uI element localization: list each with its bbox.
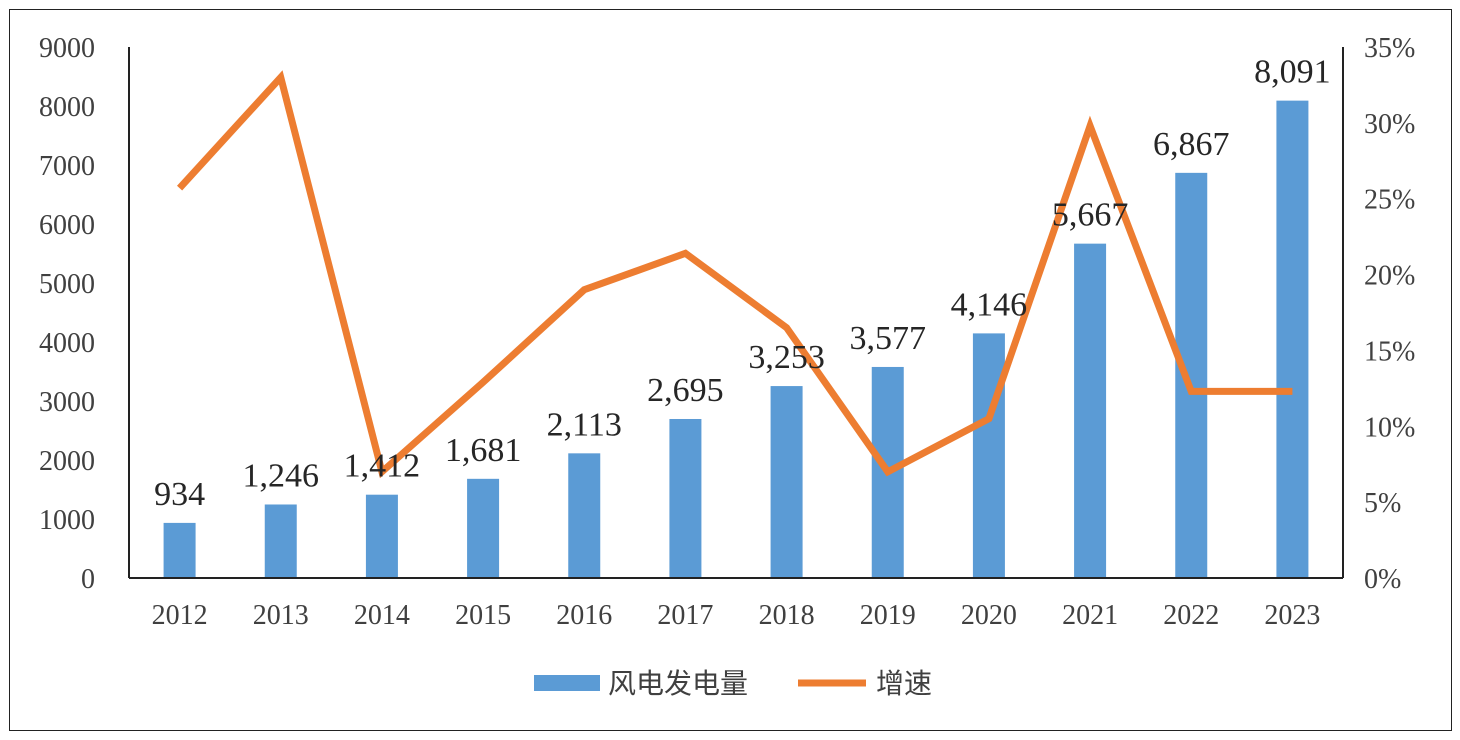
x-tick-label: 2022 [1163, 600, 1219, 631]
x-tick-label: 2014 [354, 600, 410, 631]
y-left-tick-label: 5000 [39, 269, 95, 300]
y-left-tick-label: 7000 [39, 151, 95, 182]
y-right-tick-label: 15% [1364, 336, 1415, 367]
y-right-tick-label: 30% [1364, 109, 1415, 140]
legend-swatch-bars [534, 675, 600, 691]
bar-data-label: 5,667 [1052, 197, 1129, 234]
y-left-tick-label: 4000 [39, 328, 95, 359]
chart-frame [9, 9, 1452, 731]
y-left-tick-label: 9000 [39, 33, 95, 64]
bar [770, 386, 803, 578]
x-tick-label: 2019 [860, 600, 916, 631]
x-tick-label: 2020 [961, 600, 1017, 631]
bar [264, 504, 297, 578]
x-tick-label: 2016 [556, 600, 612, 631]
bar-data-label: 2,695 [647, 372, 724, 409]
x-tick-label: 2018 [759, 600, 815, 631]
x-tick-label: 2015 [455, 600, 511, 631]
growth-line [176, 70, 1293, 479]
legend-label-line: 增速 [876, 667, 932, 700]
y-right-tick-label: 5% [1364, 488, 1401, 519]
y-right-tick-label: 0% [1364, 564, 1401, 595]
bar-data-label: 1,681 [445, 432, 522, 469]
y-left-tick-label: 6000 [39, 210, 95, 241]
bar-data-label: 1,246 [243, 457, 320, 494]
bar [467, 478, 500, 578]
y-right-tick-label: 35% [1364, 33, 1415, 64]
x-tick-label: 2017 [657, 600, 713, 631]
bar-data-label: 6,867 [1153, 126, 1230, 163]
bar-data-label: 1,412 [344, 448, 421, 485]
bar-data-label: 4,146 [951, 286, 1028, 323]
legend-label-bars: 风电发电量 [608, 667, 748, 700]
y-left-tick-label: 1000 [39, 505, 95, 536]
bar [1276, 100, 1309, 579]
x-tick-label: 2023 [1264, 600, 1320, 631]
x-tick-label: 2012 [152, 600, 208, 631]
y-left-tick-label: 0 [81, 564, 95, 595]
bar [972, 333, 1005, 578]
x-tick-label: 2021 [1062, 600, 1118, 631]
y-right-tick-label: 20% [1364, 261, 1415, 292]
bar-data-label: 3,253 [748, 339, 825, 376]
bar-data-label: 934 [154, 476, 205, 513]
bar [163, 522, 196, 578]
bar [669, 418, 702, 578]
bar [568, 453, 601, 578]
y-left-tick-label: 2000 [39, 446, 95, 477]
bar [365, 494, 398, 578]
bar-data-label: 8,091 [1254, 54, 1331, 91]
y-left-tick-label: 3000 [39, 387, 95, 418]
y-left-tick-label: 8000 [39, 92, 95, 123]
bar-data-label: 3,577 [850, 320, 927, 357]
bar [1175, 172, 1208, 579]
bar [1074, 243, 1107, 578]
x-tick-label: 2013 [253, 600, 309, 631]
y-right-tick-label: 25% [1364, 185, 1415, 216]
bar-data-label: 2,113 [547, 406, 622, 443]
y-right-tick-label: 10% [1364, 412, 1415, 443]
